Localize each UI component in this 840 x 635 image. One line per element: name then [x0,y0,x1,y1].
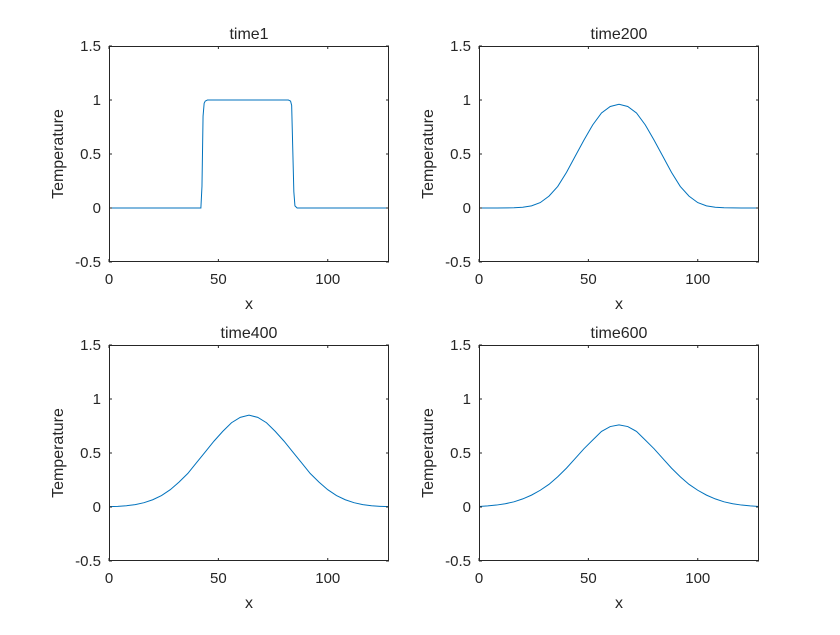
series-line-1 [479,103,759,209]
plot-title: time400 [221,325,278,342]
x-tick-label: 0 [105,271,113,288]
series-line-1 [479,424,759,507]
y-tick-label: 0.5 [450,146,471,163]
y-tick-label: -0.5 [75,254,101,271]
y-axis-label: Temperature [50,109,67,199]
x-tick-label: 50 [210,570,227,587]
x-tick-label: 0 [475,271,483,288]
x-tick-label: 50 [210,271,227,288]
y-tick-label: 1.5 [450,337,471,354]
y-tick-label: 1 [463,391,471,408]
y-tick-label: 0 [463,200,471,217]
x-tick-label: 100 [685,271,710,288]
series-line-1 [109,414,389,508]
x-axis-label: x [245,595,253,612]
series-line-1 [109,99,389,209]
x-tick-label: 100 [315,271,340,288]
y-tick-label: 0.5 [80,146,101,163]
x-tick-label: 50 [580,271,597,288]
x-tick-label: 50 [580,570,597,587]
y-tick-label: 0 [463,499,471,516]
x-axis-label: x [615,296,623,313]
y-tick-label: 1 [93,391,101,408]
y-tick-label: 1.5 [80,337,101,354]
plot-area [109,46,389,262]
y-tick-label: 1 [463,92,471,109]
x-axis-label: x [615,595,623,612]
x-tick-label: 0 [105,570,113,587]
plot-area [479,46,759,262]
y-tick-label: 0.5 [80,445,101,462]
y-tick-label: 0 [93,200,101,217]
plot-title: time600 [591,325,648,342]
y-tick-label: -0.5 [445,254,471,271]
y-tick-label: 1 [93,92,101,109]
y-tick-label: -0.5 [75,553,101,570]
plot-area [479,345,759,561]
y-axis-label: Temperature [420,109,437,199]
x-tick-label: 100 [315,570,340,587]
x-tick-label: 100 [685,570,710,587]
y-axis-label: Temperature [420,408,437,498]
y-tick-label: 1.5 [450,38,471,55]
plot-area [109,345,389,561]
x-axis-label: x [245,296,253,313]
plot-title: time1 [229,26,268,43]
plot-title: time200 [591,26,648,43]
y-tick-label: -0.5 [445,553,471,570]
y-tick-label: 1.5 [80,38,101,55]
y-tick-label: 0 [93,499,101,516]
y-axis-label: Temperature [50,408,67,498]
x-tick-label: 0 [475,570,483,587]
y-tick-label: 0.5 [450,445,471,462]
